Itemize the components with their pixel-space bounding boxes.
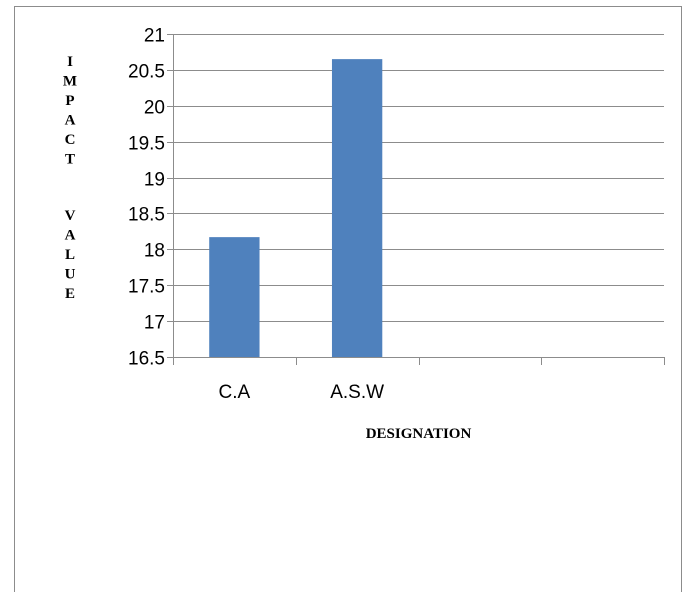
y-axis-title-letter: A bbox=[65, 113, 76, 129]
x-category-label: A.S.W bbox=[330, 382, 384, 403]
y-tick-label: 20 bbox=[144, 98, 165, 119]
bar bbox=[331, 59, 383, 357]
y-axis-title-letter: M bbox=[63, 74, 77, 90]
y-tick-labels: 16.5 17 17.5 18 18.5 19 19.5 20 20.5 21 bbox=[128, 26, 165, 370]
y-tick-label: 18.5 bbox=[128, 205, 165, 226]
y-axis-title-letter: L bbox=[65, 247, 75, 263]
y-tick-label: 21 bbox=[144, 26, 165, 47]
x-category-labels: C.A A.S.W bbox=[219, 382, 385, 403]
y-axis-title-letter: I bbox=[67, 54, 73, 70]
y-tick-label: 16.5 bbox=[128, 349, 165, 370]
bar bbox=[209, 237, 260, 357]
y-tick-label: 18 bbox=[144, 241, 165, 262]
x-category-label: C.A bbox=[219, 382, 251, 403]
y-tick-label: 19.5 bbox=[128, 134, 165, 155]
chart-frame bbox=[14, 6, 682, 592]
y-axis-title-letter: E bbox=[65, 286, 75, 302]
y-tick-label: 17 bbox=[144, 313, 165, 334]
bars bbox=[209, 59, 383, 357]
y-axis-title-letter: A bbox=[65, 228, 76, 244]
y-tick-label: 17.5 bbox=[128, 277, 165, 298]
x-axis-title: DESIGNATION bbox=[366, 426, 472, 442]
y-axis-title-letter: T bbox=[65, 152, 75, 168]
y-axis-title-letter: C bbox=[65, 132, 76, 148]
y-axis-title-letter: P bbox=[65, 93, 74, 109]
y-axis-title-letter: V bbox=[65, 208, 76, 224]
y-tick-label: 19 bbox=[144, 170, 165, 191]
axes bbox=[173, 34, 665, 365]
y-axis-title-letter: U bbox=[65, 267, 76, 283]
y-tick-label: 20.5 bbox=[128, 62, 165, 83]
